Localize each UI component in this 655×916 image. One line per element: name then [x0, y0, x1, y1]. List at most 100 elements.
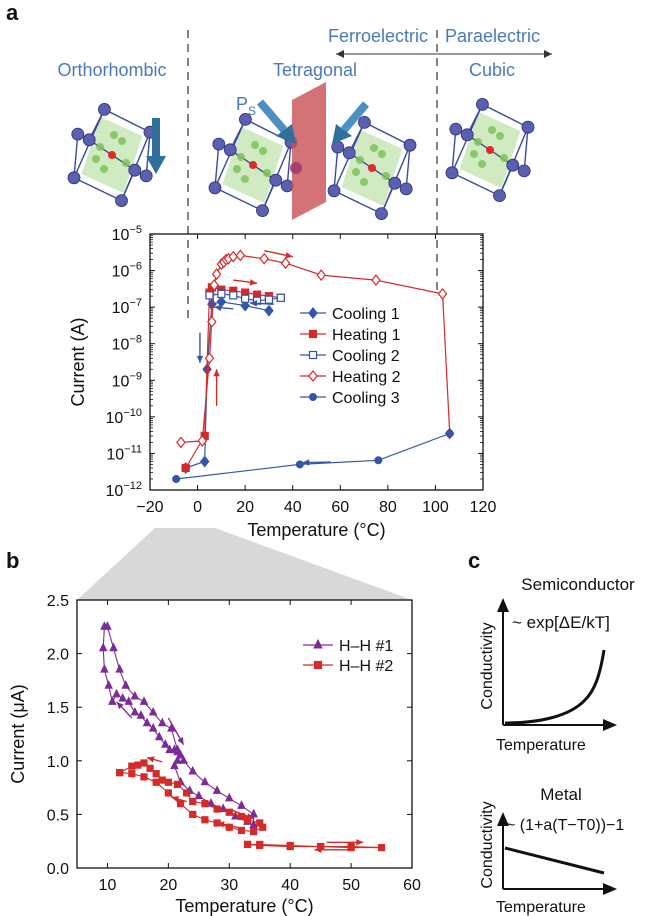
- direction-arrowhead: [177, 737, 184, 745]
- oxygen-atom: [356, 156, 364, 164]
- metal-formula: ~ (1+a(T−T0))−1: [506, 817, 624, 834]
- data-point: [308, 370, 318, 382]
- legend-label: Cooling 2: [332, 348, 400, 365]
- data-point: [259, 823, 267, 831]
- lattice-edge: [286, 142, 292, 186]
- semiconductor-x-arrowhead: [603, 719, 617, 731]
- data-point: [437, 287, 448, 300]
- a-site-atom: [223, 143, 237, 157]
- data-point: [104, 680, 113, 689]
- semiconductor-formula: ~ exp[ΔE/kT]: [512, 613, 610, 632]
- data-point: [112, 688, 121, 698]
- oxygen-atom: [237, 153, 245, 161]
- a-site-atom: [445, 166, 459, 180]
- data-point: [179, 755, 188, 764]
- x-tick-label: 0: [193, 499, 202, 516]
- a-site-atom: [82, 133, 96, 147]
- data-point: [286, 841, 294, 850]
- oxygen-atom: [352, 168, 360, 176]
- legend-label: Cooling 3: [332, 390, 400, 407]
- data-point: [130, 706, 140, 716]
- y-tick-label: 1.5: [47, 700, 69, 717]
- a-site-atom: [388, 176, 402, 190]
- oxygen-atom: [251, 141, 259, 149]
- b-site-atom: [486, 146, 494, 154]
- x-tick-label: 20: [159, 877, 177, 894]
- data-point: [170, 760, 179, 770]
- data-point: [140, 773, 148, 781]
- lattice-edge: [73, 177, 122, 202]
- a-site-atom: [256, 204, 269, 217]
- oxygen-atom: [110, 131, 118, 139]
- data-point: [377, 844, 386, 852]
- series: [116, 759, 267, 836]
- oxygen-atom: [496, 132, 504, 140]
- lattice-edge: [405, 145, 411, 189]
- metal-y-arrowhead: [497, 812, 509, 826]
- data-point: [152, 770, 160, 778]
- a-site-atom: [238, 113, 252, 126]
- data-point: [209, 279, 219, 292]
- y-tick-label: 10−7: [112, 297, 142, 317]
- data-point: [228, 250, 239, 263]
- data-point: [295, 460, 304, 469]
- phase-label-orthorhombic: Orthorhombic: [57, 60, 166, 80]
- a-site-atom: [212, 137, 226, 151]
- a-site-atom: [375, 207, 388, 220]
- data-point: [224, 792, 234, 802]
- lattice-edge: [214, 187, 263, 212]
- lattice-edge: [482, 103, 529, 128]
- polarization-label: PS: [236, 94, 256, 118]
- polarization-arrow-tetragonal-right: [332, 101, 370, 144]
- direction-arrowhead: [214, 304, 222, 311]
- data-point: [164, 789, 172, 797]
- data-point: [200, 776, 210, 786]
- data-point: [240, 299, 250, 312]
- data-point: [189, 810, 197, 819]
- data-point: [148, 723, 158, 732]
- data-point: [189, 797, 197, 806]
- a-site-atom: [517, 164, 531, 178]
- data-point: [140, 759, 148, 767]
- phase-label-paraelectric: Paraelectric: [445, 26, 540, 46]
- y-tick-label: 10−8: [112, 334, 142, 354]
- data-point: [237, 826, 246, 835]
- oxygen-atom: [478, 160, 486, 168]
- series-line: [247, 843, 382, 849]
- legend-item: Cooling 1: [300, 306, 400, 323]
- data-point: [173, 744, 182, 754]
- series: [243, 840, 386, 852]
- data-point: [136, 710, 146, 719]
- a-site-atom: [403, 138, 417, 152]
- data-point: [313, 660, 323, 670]
- chart-panel-b: 10 20 30 40 50 60 0.0 0.5 1.0 1.5 2.0 2.5 Temperatur…: [8, 593, 421, 916]
- lattice-edge: [214, 144, 220, 188]
- legend-label: H–H #2: [339, 658, 393, 675]
- a-site-atom: [208, 181, 222, 195]
- oxygen-atom: [100, 165, 108, 173]
- data-point: [148, 706, 158, 716]
- semiconductor-xlabel: Temperature: [496, 737, 586, 754]
- panel-c: Semiconductor ~ exp[ΔE/kT] Conductivity …: [479, 575, 635, 916]
- direction-arrowhead: [196, 355, 204, 363]
- crystal-cubic: [445, 98, 535, 202]
- data-point: [158, 776, 166, 784]
- a-site-atom: [139, 169, 153, 183]
- a-site-atom: [399, 182, 413, 196]
- y-tick-label: 1.0: [47, 754, 69, 771]
- legend-label: Heating 2: [332, 369, 401, 386]
- data-point: [347, 842, 355, 851]
- lattice-edge: [145, 132, 151, 176]
- data-point: [197, 434, 208, 447]
- data-point: [445, 429, 454, 438]
- y-tick-label: 10−12: [106, 480, 142, 500]
- direction-arrowhead: [213, 369, 220, 377]
- semiconductor-curve: [504, 649, 606, 725]
- data-point: [173, 780, 182, 788]
- data-point: [128, 762, 136, 770]
- data-point: [308, 307, 318, 319]
- data-point: [201, 800, 209, 808]
- oxygen-atom: [474, 138, 482, 146]
- crystal-orthorhombic: [67, 103, 157, 207]
- data-point: [204, 352, 215, 365]
